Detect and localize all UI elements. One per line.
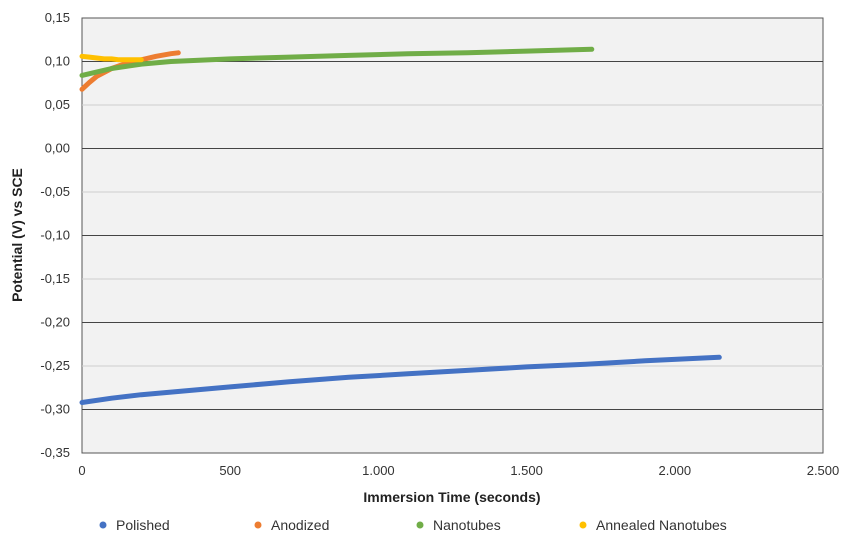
series-line-anodized <box>79 50 181 92</box>
y-tick-label: -0,10 <box>40 228 70 243</box>
legend-item-annealed-nanotubes: Annealed Nanotubes <box>579 517 727 533</box>
legend: Polished Anodized Nanotubes Annealed Nanotu… <box>99 517 727 533</box>
legend-item-anodized: Anodized <box>254 517 329 533</box>
x-tick-label: 500 <box>219 463 241 478</box>
y-tick-label: -0,05 <box>40 184 70 199</box>
legend-label: Anodized <box>271 517 329 533</box>
y-tick-label: 0,15 <box>45 10 70 25</box>
legend-label: Annealed Nanotubes <box>596 517 727 533</box>
x-tick-label: 1.000 <box>362 463 395 478</box>
x-tick-label: 1.500 <box>510 463 543 478</box>
series-line-polished <box>79 354 722 405</box>
series-line-annealed-nanotubes <box>79 53 144 63</box>
x-tick-label: 2.000 <box>659 463 692 478</box>
y-axis-title: Potential (V) vs SCE <box>9 168 25 302</box>
legend-label: Nanotubes <box>433 517 501 533</box>
y-tick-label: -0,30 <box>40 402 70 417</box>
legend-marker <box>99 521 107 529</box>
x-axis-ticks: 0 500 1.000 1.500 2.000 2.500 <box>78 463 839 478</box>
legend-item-polished: Polished <box>99 517 170 533</box>
legend-marker <box>579 521 587 529</box>
y-tick-label: -0,20 <box>40 315 70 330</box>
y-tick-label: 0,05 <box>45 97 70 112</box>
legend-marker <box>254 521 262 529</box>
series-lines <box>79 46 722 405</box>
series-line-nanotubes <box>79 46 595 78</box>
legend-label: Polished <box>116 517 170 533</box>
legend-item-nanotubes: Nanotubes <box>416 517 501 533</box>
y-tick-label: -0,25 <box>40 358 70 373</box>
y-tick-label: -0,15 <box>40 271 70 286</box>
y-tick-label: 0,10 <box>45 54 70 69</box>
x-tick-label: 0 <box>78 463 85 478</box>
y-tick-label: -0,35 <box>40 445 70 460</box>
legend-marker <box>416 521 424 529</box>
x-tick-label: 2.500 <box>807 463 840 478</box>
y-tick-label: 0,00 <box>45 141 70 156</box>
x-axis-title: Immersion Time (seconds) <box>363 489 540 505</box>
y-axis-ticks: 0,15 0,10 0,05 0,00 -0,05 -0,10 -0,15 -0,20 -0,2… <box>40 10 70 460</box>
